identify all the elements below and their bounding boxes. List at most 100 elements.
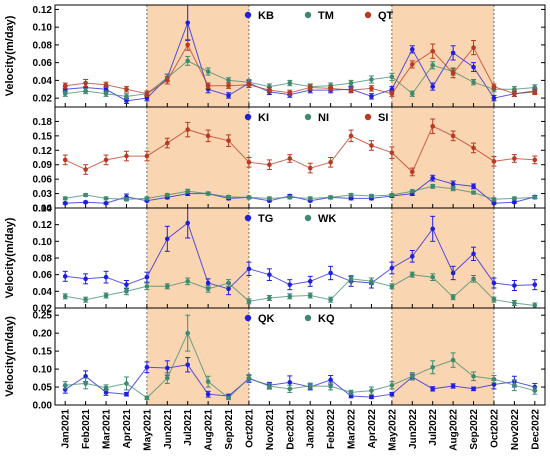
data-point [430,175,436,181]
x-tick-label: May2022 [387,409,398,451]
y-tick-label: 0.12 [33,146,53,157]
data-point [328,377,333,383]
data-point [144,395,150,401]
data-point [164,78,170,83]
data-point [491,280,497,286]
data-point [389,74,395,80]
data-point [450,70,456,76]
data-point [409,254,415,259]
y-axis-label: Velocity(m/day) [4,15,16,96]
data-point [369,143,374,148]
data-point [164,192,170,198]
data-point [144,284,150,289]
data-point [124,289,129,294]
data-point [205,379,211,384]
x-tick-label: Feb2022 [326,409,337,449]
x-tick-label: Mar2021 [102,409,113,449]
data-point [389,391,395,397]
data-point [144,91,150,96]
shaded-period-1 [146,208,249,308]
data-point [328,86,333,91]
data-point [307,279,313,284]
y-axis-label: Velocity(m/day) [4,217,16,298]
data-point [348,133,354,139]
legend-marker [364,11,372,19]
data-point [369,193,374,199]
data-point [124,391,129,397]
data-point [185,220,191,226]
data-point [491,200,497,206]
data-point [512,283,517,288]
data-point [491,197,497,202]
data-point [83,167,88,172]
data-point [512,156,517,161]
data-point [83,199,88,205]
data-point [185,330,191,336]
series-line [65,60,535,97]
data-point [267,272,272,277]
data-point [450,50,456,56]
data-point [226,395,231,401]
data-point [369,86,374,91]
data-point [205,286,211,292]
data-point [369,279,374,284]
data-point [144,196,150,201]
data-point [62,382,68,388]
data-point [287,380,293,385]
legend: TG WK [244,213,336,225]
data-point [164,284,170,289]
data-point [532,157,538,163]
panel-3: 0.02 0.04 0.06 0.08 0.10 0.12 0.14 TG WK Velocity… [4,204,546,315]
data-point [430,48,436,54]
data-point [409,188,415,194]
data-point [471,45,476,50]
legend: QK KQ [244,313,335,325]
panel-2: 0.00 0.03 0.06 0.09 0.12 0.15 0.18 KI NI SI [33,106,546,215]
data-point [409,169,415,175]
series-line [65,185,535,200]
data-point [205,69,211,74]
data-point [103,274,109,280]
data-point [348,276,354,282]
data-point [205,391,211,397]
data-point [430,84,436,89]
legend-label: KQ [318,313,335,325]
data-point [287,80,293,86]
y-tick-label: 0.12 [33,5,53,16]
data-point [124,86,129,92]
data-point [205,133,211,139]
legend-label: NI [318,112,329,124]
data-point [450,357,456,363]
data-point [164,236,170,242]
data-point [62,157,68,163]
y-tick-label: 0.03 [33,189,53,200]
data-point [226,286,231,292]
data-point [287,282,293,287]
data-point [512,199,517,205]
series-kq [62,314,538,401]
data-point [430,364,436,370]
data-point [471,64,476,70]
data-point [83,381,88,386]
legend-label: SI [378,112,388,124]
data-point [348,390,354,395]
data-point [471,145,476,151]
legend: KI NI SI [244,112,388,124]
panel-frame [54,307,546,406]
series-tg [62,207,538,296]
data-point [389,150,395,155]
data-point [267,384,272,389]
y-tick-label: 0.06 [33,175,53,186]
data-point [124,282,129,287]
y-tick-label: 0.25 [33,311,53,322]
data-point [389,86,395,92]
data-point [471,251,476,257]
data-point [62,83,68,89]
data-point [62,196,68,201]
data-point [491,376,497,382]
data-point [185,42,191,48]
series-qt [62,39,538,97]
data-point [103,86,109,92]
data-point [226,194,231,200]
data-point [267,162,272,168]
